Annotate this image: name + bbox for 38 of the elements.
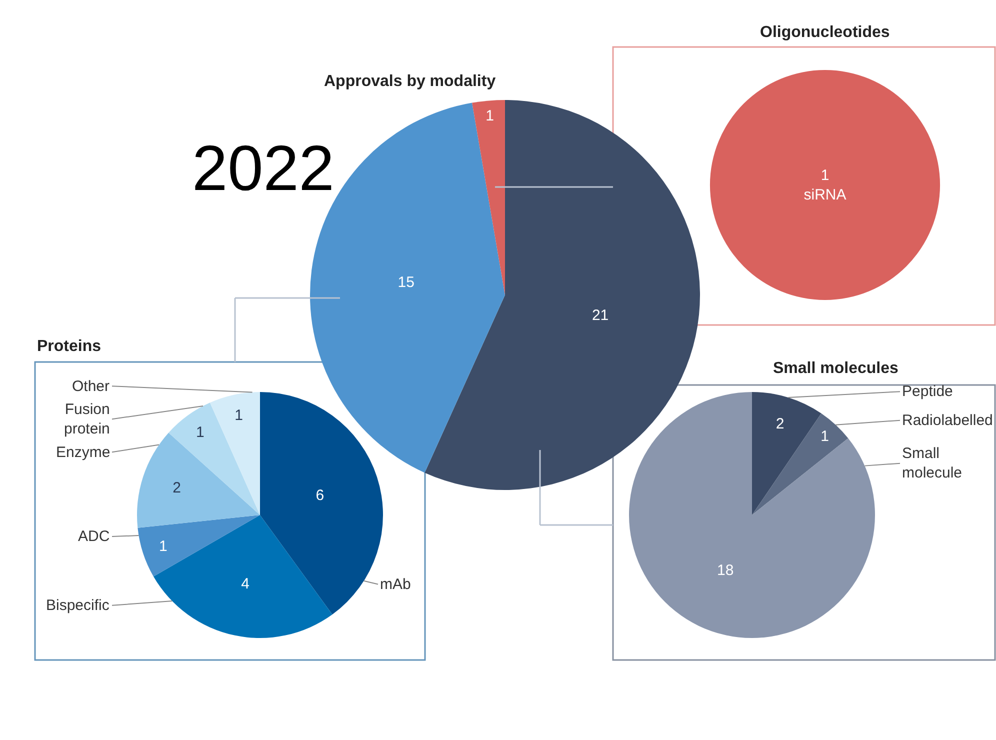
text: 2022: [192, 132, 334, 204]
pie-slice: [138, 515, 260, 576]
slice-label: mAb: [380, 576, 411, 593]
pie-slice: [752, 413, 848, 515]
chart-title: Small molecules: [773, 360, 898, 377]
slice-label: siRNA: [804, 186, 846, 204]
slice-label: Radiolabelled: [902, 412, 993, 429]
pie-slice: [210, 392, 260, 515]
data-label: 15: [398, 274, 414, 291]
pie-slice: [153, 515, 332, 638]
slice-label: Other: [72, 378, 110, 395]
data-label: 4: [241, 576, 250, 593]
chart-title: Approvals by modality: [324, 73, 496, 90]
slice-label: ADC: [78, 528, 110, 545]
pie-slice: [424, 100, 700, 490]
slice-label: Bispecific: [46, 597, 110, 614]
chart-title: Proteins: [37, 338, 102, 355]
slice-label: Enzyme: [56, 444, 110, 461]
data-label: 1: [234, 406, 243, 424]
chart-title: Oligonucleotides: [760, 24, 890, 41]
data-label: 1: [486, 107, 494, 124]
data-label: 2: [776, 416, 784, 433]
data-label: 1: [820, 428, 829, 446]
data-label: 1: [158, 538, 168, 555]
pie-slice: [472, 100, 505, 295]
data-label: 1: [196, 424, 204, 442]
pie-slice: [752, 392, 822, 515]
data-label: 21: [592, 307, 609, 324]
data-label: 6: [316, 487, 324, 504]
pie-slice: [168, 402, 260, 515]
pie-slice: [260, 392, 383, 615]
slice-label: Small molecule: [902, 445, 962, 482]
pie-slice: [629, 392, 875, 638]
data-label: 2: [172, 479, 182, 496]
data-label: 18: [716, 562, 734, 579]
slice-label: Fusion protein: [64, 401, 110, 438]
data-label: 1: [820, 166, 830, 184]
slice-label: Peptide: [902, 383, 953, 400]
